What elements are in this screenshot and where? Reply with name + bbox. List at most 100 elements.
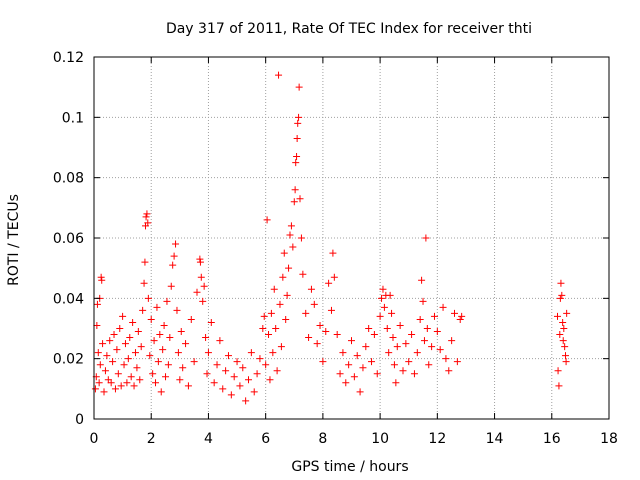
data-point-marker — [297, 234, 305, 242]
data-point-marker — [276, 300, 284, 308]
data-point-marker — [333, 331, 341, 339]
data-point-marker — [93, 321, 101, 329]
data-point-marker — [97, 273, 105, 281]
data-point-marker — [120, 361, 128, 369]
data-point-marker — [147, 315, 155, 323]
data-point-marker — [127, 373, 135, 381]
y-tick-label: 0.12 — [53, 50, 84, 66]
data-point-marker — [330, 273, 338, 281]
data-point-marker — [383, 325, 391, 332]
data-point-marker — [295, 113, 303, 121]
data-point-marker — [266, 376, 274, 384]
data-point-marker — [557, 279, 565, 287]
data-point-marker — [453, 358, 461, 366]
data-point-marker — [144, 294, 152, 302]
data-point-marker — [305, 334, 313, 342]
data-point-marker — [393, 343, 401, 351]
data-point-marker — [193, 288, 201, 296]
data-point-marker — [327, 306, 335, 314]
data-point-marker — [562, 358, 570, 366]
data-point-marker — [213, 361, 221, 369]
y-tick-labels: 0 0.02 0.04 0.06 0.08 0.1 0.12 — [53, 50, 84, 428]
data-point-marker — [380, 303, 388, 311]
data-point-marker — [96, 361, 104, 369]
data-point-marker — [107, 379, 115, 387]
data-point-marker — [365, 325, 373, 332]
data-point-marker — [402, 340, 410, 348]
data-point-marker — [196, 258, 204, 266]
data-point-marker — [124, 355, 132, 363]
x-tick-label: 10 — [371, 431, 389, 447]
data-point-marker — [295, 83, 303, 91]
data-point-marker — [245, 376, 252, 384]
data-point-marker — [162, 373, 170, 381]
data-point-marker — [556, 294, 564, 302]
data-point-marker — [94, 349, 102, 357]
data-point-marker — [389, 334, 397, 342]
data-point-marker — [203, 370, 211, 378]
data-point-marker — [109, 358, 117, 366]
data-point-marker — [286, 231, 294, 239]
data-points — [91, 71, 571, 405]
data-point-marker — [282, 315, 290, 323]
data-point-marker — [160, 321, 168, 329]
data-point-marker — [413, 349, 421, 357]
y-axis-label: ROTI / TECUs — [6, 194, 22, 286]
data-point-marker — [436, 346, 444, 354]
data-point-marker — [139, 306, 147, 314]
x-tick-label: 6 — [261, 431, 270, 447]
data-point-marker — [442, 355, 450, 363]
y-tick-label: 0.08 — [53, 171, 84, 187]
data-point-marker — [131, 349, 139, 357]
data-point-marker — [210, 379, 218, 387]
data-point-marker — [316, 321, 324, 329]
data-point-marker — [273, 367, 281, 375]
data-point-marker — [137, 343, 145, 351]
data-point-marker — [142, 213, 150, 221]
data-point-marker — [277, 343, 285, 351]
data-point-marker — [290, 198, 298, 206]
x-tick-label: 14 — [486, 431, 504, 447]
data-point-marker — [419, 297, 427, 305]
data-point-marker — [104, 376, 112, 384]
data-point-marker — [293, 153, 301, 161]
data-point-marker — [554, 367, 562, 375]
data-point-marker — [167, 282, 175, 290]
data-point-marker — [163, 297, 171, 305]
data-point-marker — [134, 328, 142, 336]
data-point-marker — [345, 361, 353, 369]
x-tick-label: 0 — [90, 431, 99, 447]
data-point-marker — [563, 309, 571, 317]
data-point-marker — [126, 334, 134, 342]
data-point-marker — [348, 337, 355, 345]
data-point-marker — [177, 328, 185, 336]
data-point-marker — [133, 364, 141, 372]
data-point-marker — [141, 258, 149, 266]
data-point-marker — [292, 159, 300, 167]
data-point-marker — [376, 312, 384, 320]
data-point-marker — [100, 388, 108, 396]
data-point-marker — [299, 270, 307, 278]
data-point-marker — [350, 373, 358, 381]
data-point-marker — [265, 331, 273, 339]
data-point-marker — [98, 276, 106, 284]
data-point-marker — [319, 358, 327, 366]
data-point-marker — [302, 309, 310, 317]
data-point-marker — [129, 318, 137, 326]
data-point-marker — [197, 273, 205, 281]
data-point-marker — [362, 343, 370, 351]
data-point-marker — [260, 312, 268, 320]
data-point-marker — [250, 388, 258, 396]
data-point-marker — [182, 340, 190, 348]
data-point-marker — [559, 318, 567, 326]
data-point-marker — [150, 337, 158, 345]
grid-lines — [94, 57, 609, 419]
data-point-marker — [169, 261, 177, 269]
data-point-marker — [184, 382, 192, 390]
data-point-marker — [117, 382, 125, 390]
data-point-marker — [170, 252, 178, 260]
x-tick-label: 2 — [147, 431, 156, 447]
data-point-marker — [289, 243, 297, 251]
y-tick-label: 0.06 — [53, 231, 84, 247]
data-point-marker — [554, 312, 561, 320]
